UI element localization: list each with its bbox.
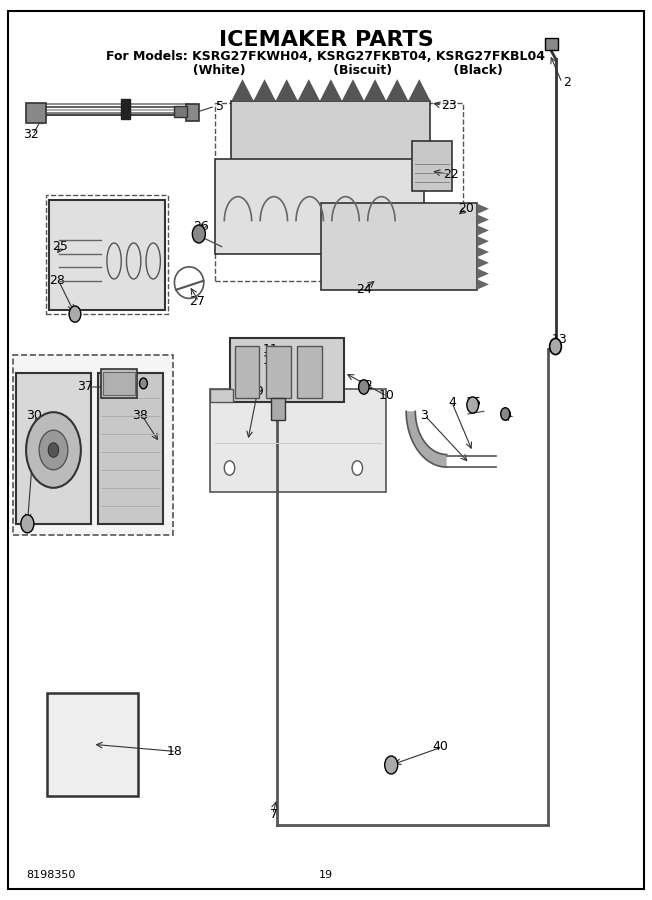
Circle shape xyxy=(21,515,34,533)
Bar xyxy=(101,369,137,398)
Bar xyxy=(186,104,199,121)
Polygon shape xyxy=(477,279,489,290)
Circle shape xyxy=(385,756,398,774)
Text: 9: 9 xyxy=(503,410,511,422)
Bar xyxy=(13,355,173,535)
Text: 26: 26 xyxy=(193,220,209,233)
Bar xyxy=(545,38,558,50)
Polygon shape xyxy=(342,79,364,101)
Bar xyxy=(26,104,46,123)
Bar xyxy=(230,338,344,402)
Polygon shape xyxy=(477,247,489,257)
Polygon shape xyxy=(406,411,447,467)
Polygon shape xyxy=(477,236,489,247)
Polygon shape xyxy=(364,79,386,101)
Polygon shape xyxy=(386,79,408,101)
Polygon shape xyxy=(298,79,320,101)
Text: 2: 2 xyxy=(563,76,571,89)
Bar xyxy=(174,106,187,117)
Text: 23: 23 xyxy=(441,99,456,112)
Text: 11: 11 xyxy=(263,343,278,356)
Text: 16: 16 xyxy=(466,396,481,409)
Bar xyxy=(321,203,477,290)
Text: 18: 18 xyxy=(167,745,183,758)
Text: 32: 32 xyxy=(23,129,39,141)
Circle shape xyxy=(39,430,68,470)
Bar xyxy=(16,373,91,524)
Text: 27: 27 xyxy=(189,295,205,308)
Circle shape xyxy=(550,338,561,355)
Text: 22: 22 xyxy=(443,168,459,181)
Circle shape xyxy=(69,306,81,322)
Text: 24: 24 xyxy=(356,284,372,296)
Text: 19: 19 xyxy=(319,869,333,880)
Polygon shape xyxy=(477,203,489,214)
Bar xyxy=(49,200,165,310)
Bar xyxy=(210,389,233,402)
Polygon shape xyxy=(408,79,430,101)
Polygon shape xyxy=(320,79,342,101)
Polygon shape xyxy=(477,214,489,225)
Text: 40: 40 xyxy=(432,741,448,753)
Text: 35: 35 xyxy=(243,374,259,386)
Text: 30: 30 xyxy=(26,410,42,422)
Text: 13: 13 xyxy=(552,333,567,346)
Bar xyxy=(297,346,322,398)
Text: 38: 38 xyxy=(132,410,148,422)
Circle shape xyxy=(224,461,235,475)
Bar xyxy=(271,398,285,420)
Text: (White)                    (Biscuit)              (Black): (White) (Biscuit) (Black) xyxy=(149,64,503,76)
Text: 10: 10 xyxy=(379,390,394,402)
Bar xyxy=(412,141,452,191)
Bar xyxy=(46,195,168,314)
Text: 29: 29 xyxy=(248,385,264,398)
Text: ICEMAKER PARTS: ICEMAKER PARTS xyxy=(218,31,434,50)
Polygon shape xyxy=(477,268,489,279)
Text: 19: 19 xyxy=(263,354,278,366)
Bar xyxy=(266,346,291,398)
Text: 4: 4 xyxy=(448,396,456,409)
Circle shape xyxy=(467,397,479,413)
Bar xyxy=(215,103,463,281)
Polygon shape xyxy=(276,79,298,101)
Bar xyxy=(231,101,430,162)
Polygon shape xyxy=(477,225,489,236)
Text: 3: 3 xyxy=(420,410,428,422)
Circle shape xyxy=(48,443,59,457)
Bar xyxy=(47,693,138,796)
Text: 7: 7 xyxy=(270,808,278,821)
Text: 37: 37 xyxy=(77,381,93,393)
Text: 12: 12 xyxy=(357,379,373,392)
Circle shape xyxy=(140,378,147,389)
Bar xyxy=(98,373,163,524)
Circle shape xyxy=(352,461,363,475)
Text: 25: 25 xyxy=(52,240,68,253)
Circle shape xyxy=(192,225,205,243)
Text: 5: 5 xyxy=(216,100,224,112)
Polygon shape xyxy=(477,257,489,268)
Bar xyxy=(235,346,259,398)
Circle shape xyxy=(26,412,81,488)
Bar xyxy=(215,159,424,254)
Bar xyxy=(210,389,386,492)
Polygon shape xyxy=(231,79,254,101)
Text: 28: 28 xyxy=(50,274,65,287)
Bar xyxy=(103,372,135,395)
Text: For Models: KSRG27FKWH04, KSRG27FKBT04, KSRG27FKBL04: For Models: KSRG27FKWH04, KSRG27FKBT04, … xyxy=(106,50,546,63)
Polygon shape xyxy=(254,79,276,101)
Circle shape xyxy=(359,380,369,394)
Circle shape xyxy=(501,408,510,420)
Polygon shape xyxy=(121,99,130,119)
Text: 8198350: 8198350 xyxy=(26,869,76,880)
Text: 20: 20 xyxy=(458,202,474,215)
